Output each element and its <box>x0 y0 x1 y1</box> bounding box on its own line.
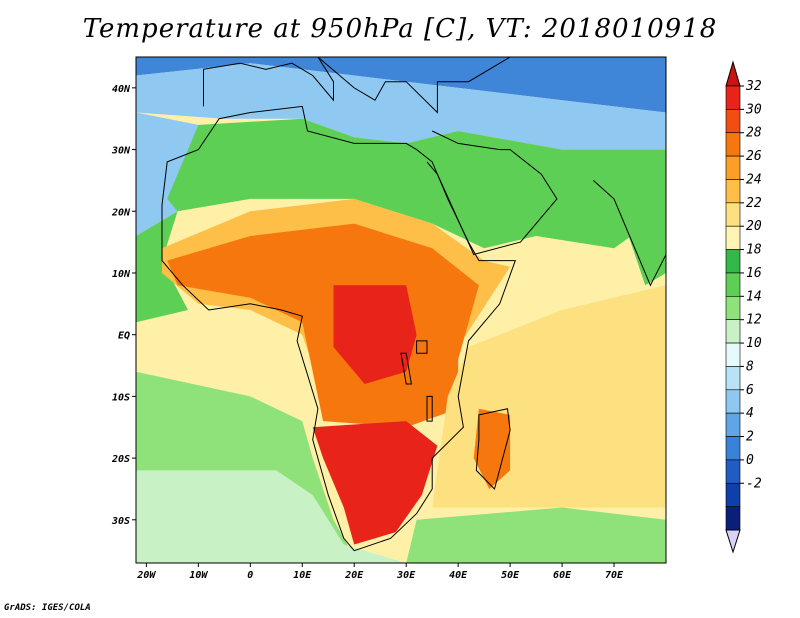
lake-1 <box>400 352 412 385</box>
colorbar-top-arrow <box>725 60 741 87</box>
colorbar-swatch <box>725 459 741 484</box>
x-tick-label: 40E <box>449 570 468 581</box>
field-indian-south <box>406 507 666 563</box>
colorbar-swatch <box>725 109 741 134</box>
colorbar-label: 10 <box>746 336 762 351</box>
colorbar-swatch <box>725 272 741 297</box>
field-central-hot <box>167 223 479 428</box>
x-tick-label: 0 <box>247 570 253 581</box>
x-tick-label: 30E <box>396 570 416 581</box>
colorbar-swatch <box>725 506 741 531</box>
colorbar-swatch <box>725 389 741 414</box>
field-cape-ocean <box>136 470 407 563</box>
coast-africa <box>161 105 517 552</box>
colorbar-label: 20 <box>746 219 762 234</box>
colorbar-label: 2 <box>746 430 754 445</box>
colorbar-label: 30 <box>745 102 762 117</box>
colorbar-swatch <box>725 249 741 274</box>
lake-2 <box>426 395 433 422</box>
y-tick-label: 30S <box>111 516 130 527</box>
coast-madagascar <box>475 408 511 490</box>
field-north-cold <box>136 57 666 113</box>
colorbar-label: 14 <box>746 289 762 304</box>
y-tick-label: EQ <box>118 331 130 342</box>
y-tick-label: 10N <box>112 269 131 280</box>
colorbar-swatch <box>725 155 741 180</box>
plot-frame <box>135 56 667 564</box>
coast-india <box>592 180 666 287</box>
y-axis: 40N 30N 20N 10N EQ 10S 20S 30S <box>111 84 136 527</box>
y-tick-label: 40N <box>112 84 131 95</box>
colorbar-label: 16 <box>746 266 762 281</box>
colorbar-swatch <box>725 202 741 227</box>
x-tick-label: 60E <box>553 570 572 581</box>
colorbar-bottom-arrow <box>725 529 741 554</box>
x-tick-label: 10E <box>293 570 312 581</box>
colorbar-label: 18 <box>746 243 762 258</box>
field-south-hot <box>312 421 438 545</box>
colorbar-swatch <box>725 319 741 344</box>
y-tick-label: 20S <box>111 454 130 465</box>
colorbar-label: 26 <box>746 149 762 164</box>
colorbar-label: 22 <box>746 196 762 211</box>
x-axis: 20W 10W 0 10E 20E 30E 40E 50E 60E 70E <box>136 563 624 581</box>
x-tick-label: 70E <box>605 570 624 581</box>
colorbar-swatch <box>725 412 741 437</box>
y-tick-label: 30N <box>111 146 131 157</box>
field-atlantic-north <box>136 112 199 236</box>
y-tick-label: 20N <box>111 207 131 218</box>
x-tick-label: 20W <box>136 570 156 581</box>
colorbar-swatch <box>725 296 741 320</box>
field-madagascar <box>473 408 511 489</box>
lake-0 <box>416 340 428 354</box>
colorbar-label: 8 <box>746 359 754 374</box>
colorbar-swatch <box>725 342 741 367</box>
colorbar-swatch <box>725 85 741 110</box>
colorbar-label: 32 <box>745 79 762 94</box>
colorbar-swatch <box>725 366 741 391</box>
y-tick-label: 10S <box>112 392 130 403</box>
coast-europe <box>203 57 511 114</box>
x-tick-label: 10W <box>189 570 208 581</box>
colorbar-swatch <box>725 482 741 507</box>
colorbar-label: -2 <box>746 476 762 491</box>
colorbar-swatch <box>725 132 741 157</box>
colorbar-label: 24 <box>746 172 762 187</box>
coast-arabia <box>426 130 558 256</box>
chart-title: Temperature at 950hPa [C], VT: 201801091… <box>82 14 718 44</box>
colorbar-label: 6 <box>746 383 754 398</box>
colorbar-label: 12 <box>746 313 762 328</box>
x-tick-label: 20E <box>344 570 364 581</box>
colorbar-label: 28 <box>746 126 762 141</box>
colorbar-swatch <box>725 225 741 250</box>
credit-text: GrADS: IGES/COLA <box>4 603 91 613</box>
field-central-hotter <box>333 285 417 384</box>
coastlines <box>161 57 666 552</box>
colorbar-label: 0 <box>746 453 754 468</box>
colorbar-label: 4 <box>746 406 754 421</box>
field-mediterranean <box>136 63 666 150</box>
temperature-field <box>136 57 666 563</box>
colorbar-swatch <box>725 179 741 204</box>
colorbar-swatch <box>725 436 741 461</box>
x-tick-label: 50E <box>501 570 520 581</box>
field-sahara <box>167 118 666 249</box>
